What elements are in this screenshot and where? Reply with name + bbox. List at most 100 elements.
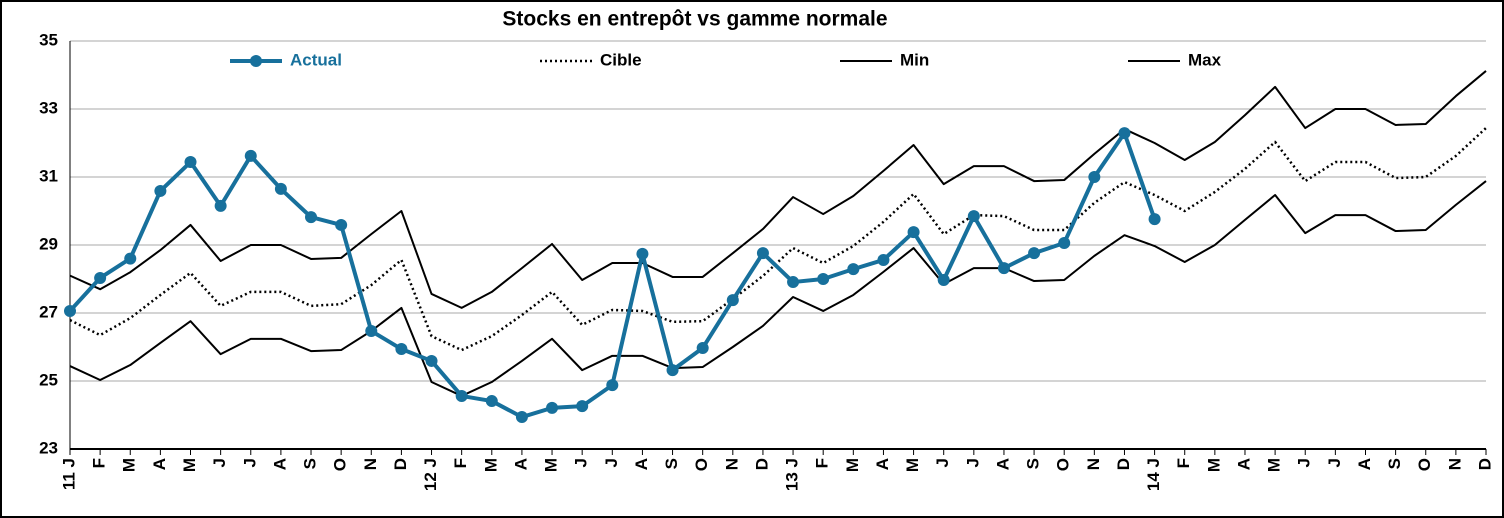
y-tick-label: 27 bbox=[39, 302, 58, 321]
data-point bbox=[214, 199, 227, 212]
x-tick-label: A bbox=[150, 458, 169, 470]
legend-marker bbox=[250, 55, 262, 67]
data-point bbox=[666, 364, 679, 377]
data-point bbox=[154, 184, 167, 197]
y-tick-label: 25 bbox=[39, 370, 58, 389]
legend-entry: Actual bbox=[230, 50, 342, 69]
x-tick-label: D bbox=[1475, 458, 1494, 470]
data-point bbox=[124, 252, 137, 265]
x-tick-label: N bbox=[1445, 458, 1464, 470]
data-point bbox=[756, 247, 769, 260]
data-point bbox=[455, 389, 468, 402]
data-point bbox=[787, 276, 800, 289]
x-tick-label: F bbox=[1174, 458, 1193, 468]
x-tick-label: M bbox=[481, 458, 500, 472]
data-point bbox=[184, 156, 197, 169]
x-tick-label: S bbox=[662, 458, 681, 469]
y-tick-label: 29 bbox=[39, 234, 58, 253]
data-point bbox=[244, 149, 257, 162]
data-point bbox=[907, 226, 920, 239]
x-tick-label: F bbox=[90, 458, 109, 468]
data-point bbox=[515, 411, 528, 424]
x-tick-label: D bbox=[752, 458, 771, 470]
data-point bbox=[606, 379, 619, 392]
data-point bbox=[847, 263, 860, 276]
x-tick-label: M bbox=[180, 458, 199, 472]
data-point bbox=[1028, 247, 1041, 260]
data-point bbox=[877, 253, 890, 266]
x-tick-label: F bbox=[451, 458, 470, 468]
data-point bbox=[967, 210, 980, 223]
x-tick-label: S bbox=[301, 458, 320, 469]
x-tick-label: D bbox=[391, 458, 410, 470]
series-line bbox=[69, 70, 1487, 309]
x-tick-label: A bbox=[1234, 458, 1253, 470]
x-tick-label: A bbox=[1355, 458, 1374, 470]
x-tick-label: J bbox=[1325, 458, 1344, 467]
x-tick-label: O bbox=[1415, 458, 1434, 471]
x-tick-label: A bbox=[270, 458, 289, 470]
y-tick-label: 35 bbox=[39, 30, 58, 49]
data-point bbox=[1118, 127, 1131, 140]
legend-label: Max bbox=[1188, 50, 1222, 69]
data-point bbox=[305, 211, 318, 224]
x-tick-label: J bbox=[963, 458, 982, 467]
x-tick-label: J bbox=[210, 458, 229, 467]
x-tick-label: J bbox=[1295, 458, 1314, 467]
x-tick-label: A bbox=[873, 458, 892, 470]
y-tick-label: 31 bbox=[39, 166, 58, 185]
y-tick-label: 33 bbox=[39, 98, 58, 117]
x-tick-label: A bbox=[632, 458, 651, 470]
x-tick-label: M bbox=[120, 458, 139, 472]
data-point bbox=[485, 395, 498, 408]
data-point bbox=[726, 294, 739, 307]
x-tick-label: J bbox=[602, 458, 621, 467]
data-point bbox=[1088, 171, 1101, 183]
data-point bbox=[817, 273, 830, 285]
x-tick-label: M bbox=[542, 458, 561, 472]
x-tick-label: N bbox=[722, 458, 741, 470]
x-tick-label: M bbox=[1265, 458, 1284, 472]
data-point bbox=[576, 400, 589, 413]
x-tick-label: A bbox=[511, 458, 530, 470]
x-tick-label: O bbox=[1054, 458, 1073, 471]
x-tick-label: S bbox=[1024, 458, 1043, 469]
x-tick-label: M bbox=[1204, 458, 1223, 472]
data-point bbox=[997, 262, 1010, 275]
y-tick-label: 23 bbox=[39, 438, 58, 457]
legend-label: Cible bbox=[600, 50, 642, 69]
legend-entry: Max bbox=[1128, 50, 1222, 69]
data-point bbox=[636, 247, 649, 260]
data-point bbox=[395, 343, 408, 356]
data-point bbox=[425, 354, 438, 367]
data-point bbox=[546, 401, 559, 414]
x-tick-label: J bbox=[572, 458, 591, 467]
data-point bbox=[1058, 236, 1071, 249]
data-point bbox=[1148, 213, 1161, 226]
series-line bbox=[69, 127, 1487, 352]
x-tick-label: A bbox=[993, 458, 1012, 470]
data-point bbox=[274, 182, 287, 195]
x-tick-label: 14 J bbox=[1144, 458, 1163, 491]
series-line bbox=[69, 180, 1487, 397]
data-point bbox=[365, 325, 378, 338]
x-tick-label: 13 J bbox=[783, 458, 802, 491]
x-tick-label: J bbox=[933, 458, 952, 467]
x-tick-label: S bbox=[1385, 458, 1404, 469]
x-tick-label: D bbox=[1114, 458, 1133, 470]
legend-label: Actual bbox=[290, 50, 342, 69]
x-tick-label: 11 J bbox=[59, 458, 78, 490]
data-point bbox=[94, 271, 107, 284]
data-point bbox=[335, 218, 348, 231]
x-tick-label: 12 J bbox=[421, 458, 440, 491]
x-tick-label: M bbox=[903, 458, 922, 472]
legend-label: Min bbox=[900, 50, 929, 69]
x-tick-label: F bbox=[813, 458, 832, 468]
chart-title: Stocks en entrepôt vs gamme normale bbox=[502, 8, 887, 31]
x-tick-label: O bbox=[692, 458, 711, 471]
x-tick-label: N bbox=[1084, 458, 1103, 470]
x-tick-label: N bbox=[361, 458, 380, 470]
x-tick-label: M bbox=[843, 458, 862, 472]
